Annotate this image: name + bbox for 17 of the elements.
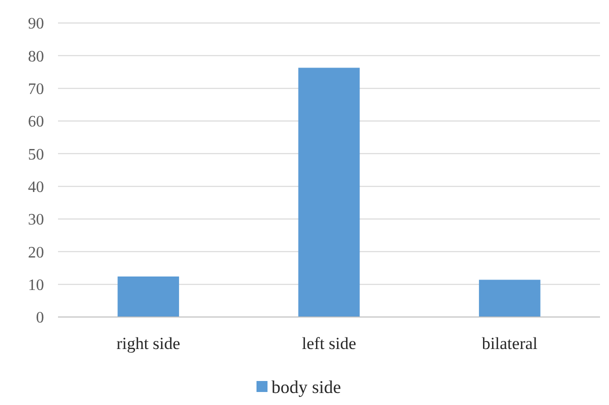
bar xyxy=(298,68,360,317)
y-tick-label: 90 xyxy=(28,16,44,33)
x-tick-label: bilateral xyxy=(482,334,538,353)
x-tick-label: left side xyxy=(302,334,356,353)
y-tick-label: 0 xyxy=(36,310,44,327)
y-tick-label: 20 xyxy=(28,244,44,262)
y-tick-label: 80 xyxy=(28,48,44,66)
y-tick-label: 30 xyxy=(28,212,44,229)
y-tick-label: 70 xyxy=(28,80,44,98)
y-tick-label: 50 xyxy=(28,146,44,164)
bar xyxy=(118,276,180,317)
y-tick-label: 40 xyxy=(28,178,44,196)
x-tick-label: right side xyxy=(116,334,180,353)
y-tick-label: 60 xyxy=(28,114,44,131)
bar xyxy=(478,280,540,317)
y-tick-label: 10 xyxy=(28,276,44,294)
legend-label: body side xyxy=(272,377,342,397)
